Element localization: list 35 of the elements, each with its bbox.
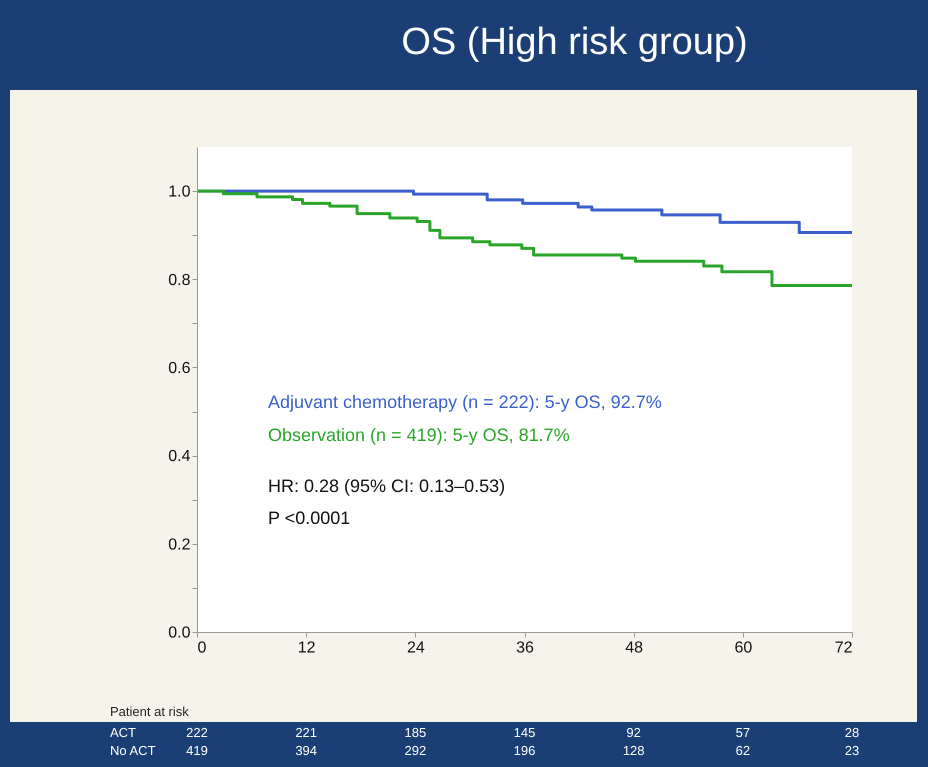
text: 28 (844, 725, 860, 740)
text: 62 (736, 743, 750, 758)
annotation: HR: 0.28 (95% CI: 0.13–0.53) (268, 476, 506, 496)
text: 292 (404, 743, 426, 758)
text: 92 (626, 725, 641, 740)
x-tick-label: 36 (516, 640, 534, 656)
text: ACT (110, 725, 136, 740)
text: 222 (186, 725, 208, 740)
text: Observation (n = 419): 5-y OS, 81.7% (268, 425, 570, 445)
text: Adjuvant chemotherapy (n = 222): 5-y OS, 92.7% (268, 392, 662, 412)
y-tick-label: 0.0 (168, 624, 191, 642)
chart-title: OS (High risk group) (401, 21, 748, 63)
text: No ACT (110, 743, 156, 758)
x-tick-label: 24 (406, 640, 425, 656)
y-tick-label: 0.8 (168, 272, 191, 289)
x-tick-label: 12 (298, 640, 316, 656)
annotation: P <0.0001 (268, 508, 350, 528)
text: 221 (295, 725, 318, 740)
text: 419 (186, 743, 208, 758)
text: 196 (514, 743, 536, 758)
text: 57 (736, 725, 750, 740)
text: Patient at risk (110, 704, 190, 719)
text: 23 (844, 743, 860, 758)
text: 185 (404, 725, 426, 740)
x-tick-label: 0 (198, 640, 206, 656)
text: 145 (514, 725, 536, 740)
y-tick-label: 0.6 (168, 360, 191, 377)
text: 128 (622, 743, 645, 758)
y-tick-label: 1.0 (168, 184, 191, 201)
y-tick-label: 0.2 (168, 536, 191, 554)
x-tick-label: 72 (834, 640, 853, 656)
x-tick-label: 48 (625, 640, 644, 656)
y-tick-label: 0.4 (168, 448, 191, 466)
text: 394 (295, 743, 318, 758)
x-tick-label: 60 (734, 640, 752, 656)
